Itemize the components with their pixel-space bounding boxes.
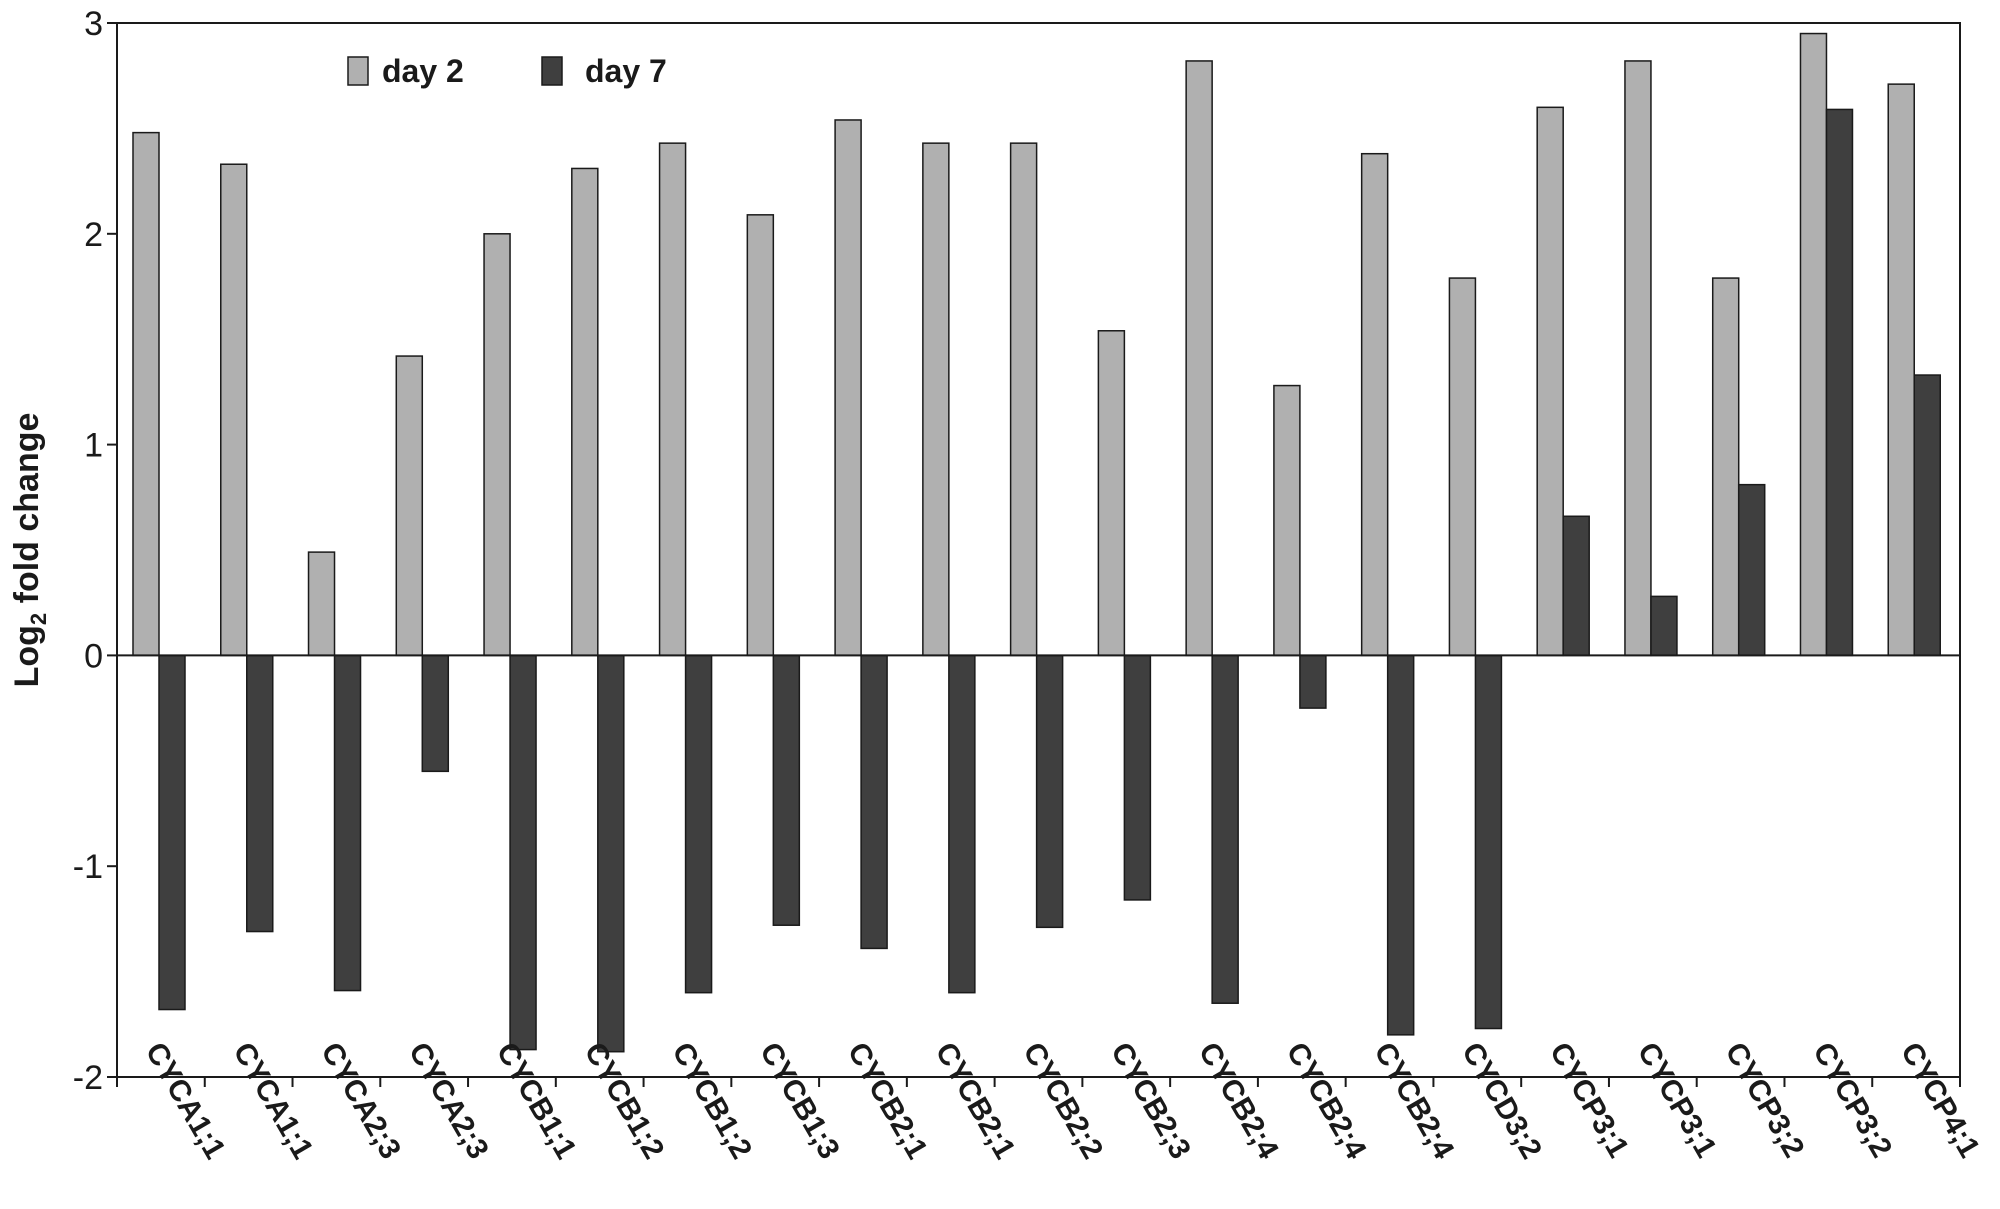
bar-day2-14	[1360, 152, 1389, 657]
y-tick-label: -1	[73, 848, 103, 886]
bar-day7-5	[597, 654, 625, 1053]
x-tick-label: CYCP3;2	[1719, 1037, 1811, 1163]
bar-day2-19	[1799, 32, 1828, 657]
legend: day 2 day 7	[347, 53, 667, 89]
bar-day2-18	[1711, 277, 1740, 657]
bar-day2-11	[1097, 330, 1126, 657]
x-tick-label: CYCA1;1	[139, 1037, 232, 1165]
bar-day7-8	[860, 654, 888, 950]
bar-day2-7	[746, 214, 775, 657]
x-tick-label: CYCP3;1	[1543, 1037, 1635, 1163]
x-tick-label: CYCB2;4	[1367, 1037, 1460, 1165]
x-tick-label: CYCP4;1	[1894, 1037, 1986, 1163]
bar-day7-10	[1035, 654, 1064, 929]
bar-day7-20	[1913, 374, 1941, 657]
x-tick-label: CYCB1;2	[578, 1037, 671, 1165]
bar-day7-17	[1650, 595, 1678, 657]
bar-day7-11	[1123, 654, 1152, 901]
y-tick-label: 0	[84, 637, 103, 675]
x-tick-label: CYCB2;2	[1016, 1037, 1109, 1165]
bar-day2-12	[1185, 60, 1213, 657]
x-tick-label: CYCB2;1	[841, 1037, 934, 1165]
bar-day7-16	[1562, 515, 1590, 657]
bar-day2-0	[132, 131, 160, 657]
bar-day7-2	[333, 654, 362, 992]
bar-day2-1	[220, 163, 248, 657]
bar-day7-7	[772, 654, 801, 926]
bar-day2-3	[395, 355, 424, 657]
y-axis-title-main: Log	[8, 625, 46, 687]
x-tick-label: CYCB2;1	[929, 1037, 1022, 1165]
legend-label-day7: day 7	[585, 53, 667, 89]
bars	[132, 32, 1941, 1053]
bar-day2-13	[1273, 384, 1301, 657]
bar-day7-18	[1737, 483, 1766, 657]
x-tick-label: CYCP3;2	[1806, 1037, 1898, 1163]
legend-label-day2: day 2	[382, 53, 464, 89]
x-tick-label: CYCA2;3	[314, 1037, 407, 1165]
bar-day2-9	[922, 142, 950, 657]
bar-day2-20	[1887, 83, 1915, 657]
bar-day2-2	[307, 551, 336, 657]
y-tick-label: 2	[84, 216, 103, 254]
bar-day7-6	[684, 654, 713, 994]
x-tick-label: CYCB2;4	[1280, 1037, 1373, 1165]
bar-day7-15	[1474, 654, 1503, 1030]
x-tick-label: CYCP3;1	[1631, 1037, 1723, 1163]
x-axis: CYCA1;1CYCA1;1CYCA2;3CYCA2;3CYCB1;1CYCB1…	[116, 1037, 1986, 1165]
y-axis-title-subscript: 2	[26, 613, 51, 625]
bar-day2-17	[1624, 60, 1652, 657]
y-axis: 3 2 1 0 -1 -2	[73, 5, 117, 1097]
x-tick-label: CYCB1;3	[753, 1037, 846, 1165]
y-axis-title: Log2 fold change	[8, 413, 51, 688]
bar-day7-14	[1386, 654, 1415, 1036]
bar-day2-16	[1536, 106, 1564, 657]
x-tick-label: CYCA1;1	[227, 1037, 320, 1165]
bar-day7-1	[246, 654, 274, 933]
bar-day7-19	[1825, 108, 1854, 657]
bar-day7-4	[509, 654, 537, 1051]
y-tick-label: 3	[84, 5, 103, 43]
bar-day2-10	[1009, 142, 1038, 657]
x-tick-label: CYCB1;2	[665, 1037, 758, 1165]
y-axis-title-rest: fold change	[8, 413, 46, 613]
x-tick-label: CYCB2;4	[1192, 1037, 1285, 1165]
x-tick-label: CYCB1;1	[490, 1037, 583, 1165]
legend-swatch-day2	[347, 56, 369, 86]
bar-day7-0	[158, 654, 186, 1011]
bar-day7-9	[948, 654, 976, 994]
bar-day7-12	[1211, 654, 1239, 1004]
y-tick-label: 1	[84, 427, 103, 465]
x-tick-label: CYCA2;3	[402, 1037, 495, 1165]
x-tick-label: CYCB2;3	[1104, 1037, 1197, 1165]
x-tick-label: CYCD3;2	[1455, 1037, 1548, 1165]
bar-day2-15	[1448, 277, 1477, 657]
bar-day2-6	[658, 142, 687, 657]
bar-day2-5	[571, 167, 599, 657]
bar-day7-13	[1299, 654, 1327, 709]
bar-day7-3	[421, 654, 450, 773]
plot-frame	[116, 22, 1961, 1078]
legend-swatch-day7	[541, 56, 563, 86]
bar-day2-4	[483, 233, 511, 657]
bar-day2-8	[834, 119, 862, 657]
y-tick-label: -2	[73, 1059, 103, 1097]
